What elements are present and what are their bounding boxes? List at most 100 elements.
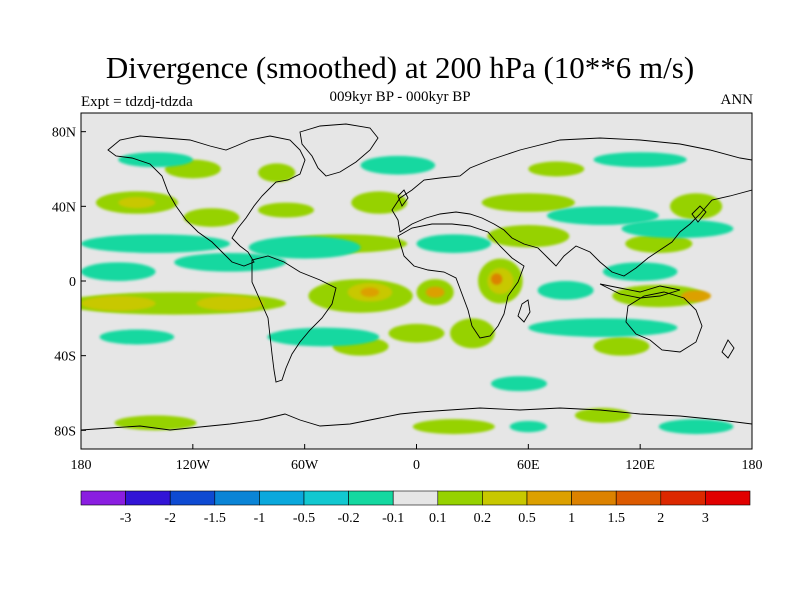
colorbar-swatch [348, 490, 394, 506]
colorbar-label: -1 [254, 511, 266, 526]
field-patch [621, 219, 734, 239]
colorbar-swatch [526, 490, 572, 506]
field-patch [412, 419, 495, 435]
lat-tick-label: 40N [52, 200, 76, 215]
uk-coast [397, 189, 409, 207]
field-patch [450, 318, 495, 349]
field-patch [487, 225, 570, 248]
colorbar-label: 0.2 [474, 511, 492, 526]
africa-coast [397, 223, 525, 339]
colorbar-label: 1 [568, 511, 575, 526]
colorbar-label: 1.5 [607, 511, 625, 526]
field-patch [509, 421, 547, 433]
field-patch [99, 329, 175, 345]
field-patch [625, 234, 693, 254]
colorbar-swatch [80, 490, 126, 506]
field-patch [681, 290, 711, 302]
colorbar-swatch [169, 490, 216, 506]
lon-tick-label: 120W [176, 458, 211, 473]
colorbar-swatch [214, 490, 260, 506]
madagascar-coast [517, 299, 531, 323]
longitude-axis: 180 120W 60W 0 60E 120E 180 [71, 444, 763, 473]
coastlines [81, 123, 752, 431]
divergence-field [81, 152, 734, 435]
colorbar-swatch [705, 490, 751, 506]
colorbar-label: 3 [702, 511, 709, 526]
north-america-coast [107, 135, 306, 267]
colorbar-label: -0.1 [382, 511, 404, 526]
field-patch [81, 262, 156, 281]
lat-tick-label: 80N [52, 126, 76, 141]
field-patch [258, 202, 314, 218]
colorbar-label: -0.5 [293, 511, 315, 526]
field-patch [196, 295, 264, 311]
lat-tick-label: 40S [54, 350, 76, 365]
field-patch [481, 193, 575, 212]
field-patch [416, 234, 492, 254]
new-zealand-coast [721, 339, 735, 359]
colorbar-swatch [615, 490, 662, 506]
colorbar-swatch [392, 490, 439, 506]
field-patch [593, 152, 687, 168]
lon-tick-label: 180 [71, 458, 92, 473]
eurasia-coast [391, 137, 752, 277]
lon-tick-label: 60E [517, 458, 540, 473]
colorbar-swatch [259, 490, 305, 506]
field-patch [546, 206, 659, 226]
field-patch [360, 287, 380, 297]
field-patch [491, 376, 547, 392]
latitude-axis: 80N 40N 0 40S 80S [52, 126, 86, 439]
antarctica-coast [81, 407, 752, 431]
lat-tick-label: 0 [69, 275, 76, 290]
colorbar-label: -0.2 [338, 511, 360, 526]
field-patch [258, 163, 296, 183]
figure-subtitle: 009kyr BP - 000kyr BP [329, 89, 471, 105]
field-patch [267, 327, 380, 347]
australia-coast [625, 291, 703, 353]
lon-tick-label: 180 [742, 458, 763, 473]
colorbar-label: -1.5 [204, 511, 226, 526]
lon-tick-label: 120E [625, 458, 655, 473]
colorbar-label: -2 [164, 511, 176, 526]
field-patch [593, 337, 650, 356]
figure-title: Divergence (smoothed) at 200 hPa (10**6 … [105, 50, 695, 85]
colorbar-swatch [482, 490, 528, 506]
lon-tick-label: 0 [413, 458, 420, 473]
field-patch [669, 193, 723, 220]
colorbar-label: 2 [657, 511, 664, 526]
colorbar-swatch [303, 490, 349, 506]
field-patch [528, 318, 678, 337]
field-patch [360, 155, 436, 175]
field-patch [658, 419, 734, 435]
field-patch [183, 208, 240, 227]
greenland-coast [299, 123, 379, 177]
experiment-label: Expt = tdzdj-tdzda [81, 94, 193, 110]
japan-coast [691, 205, 707, 223]
field-patch [528, 161, 585, 177]
field-patch [248, 236, 361, 259]
lon-tick-label: 60W [291, 458, 319, 473]
colorbar-swatch [437, 490, 483, 506]
colorbar-label: 0.5 [518, 511, 536, 526]
field-patch [537, 281, 594, 300]
colorbar-swatch [125, 490, 171, 506]
colorbar-label: -3 [120, 511, 132, 526]
colorbar: -3 -2 -1.5 -1 -0.5 -0.2 -0.1 0.1 0.2 0.5 1 1.5 2 3 [80, 490, 751, 526]
colorbar-label: 0.1 [429, 511, 447, 526]
field-patch [388, 323, 445, 343]
south-america-coast [251, 255, 337, 383]
lat-tick-label: 80S [54, 424, 76, 439]
season-label: ANN [720, 92, 754, 108]
field-patch [81, 234, 231, 254]
field-patch [81, 295, 156, 311]
field-patch [118, 197, 156, 209]
colorbar-swatch [660, 490, 706, 506]
maritime-continent-coast [599, 283, 681, 299]
field-patch [602, 262, 678, 281]
field-patch [491, 273, 503, 285]
field-patch [174, 253, 287, 272]
field-patch [118, 152, 193, 168]
colorbar-swatch [571, 490, 617, 506]
field-patch [425, 286, 445, 298]
